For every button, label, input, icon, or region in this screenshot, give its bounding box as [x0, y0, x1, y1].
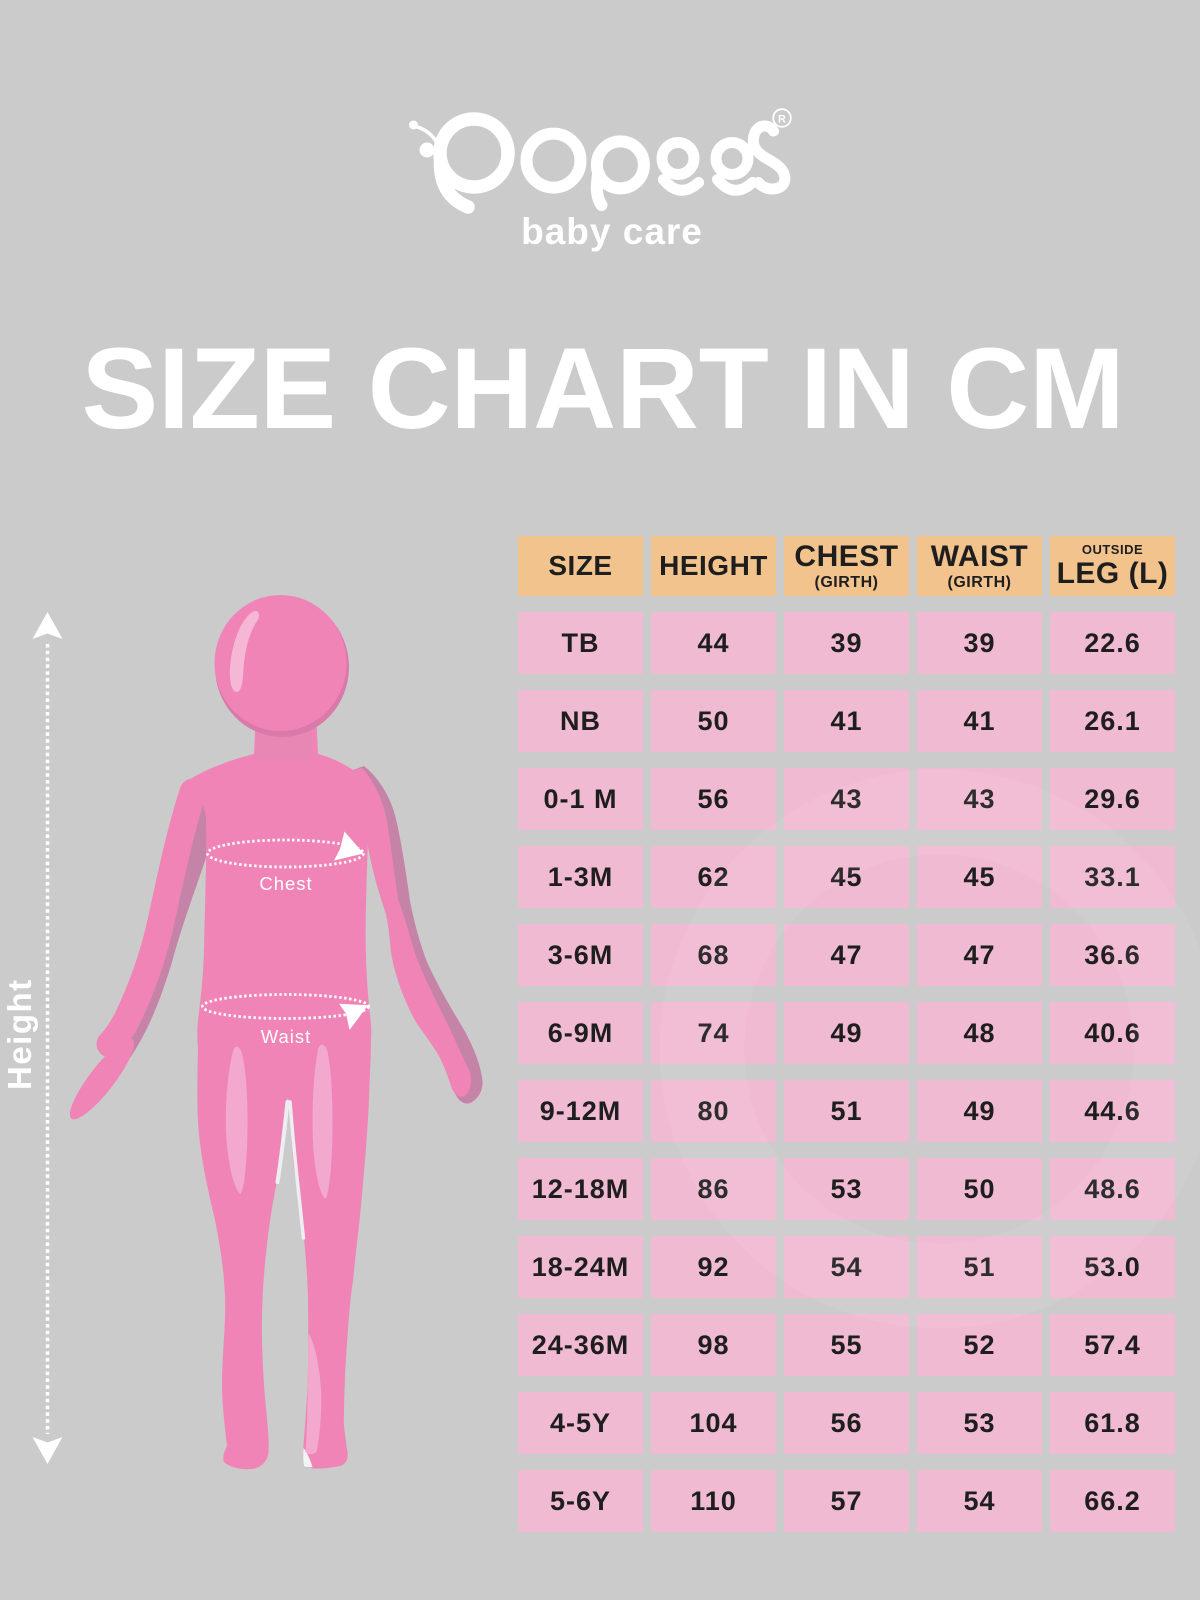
svg-text:baby care: baby care [521, 211, 703, 252]
svg-text:Height: Height [1, 978, 38, 1090]
svg-text:R: R [778, 114, 786, 126]
svg-text:Waist: Waist [261, 1026, 312, 1047]
svg-text:Chest: Chest [259, 873, 312, 894]
